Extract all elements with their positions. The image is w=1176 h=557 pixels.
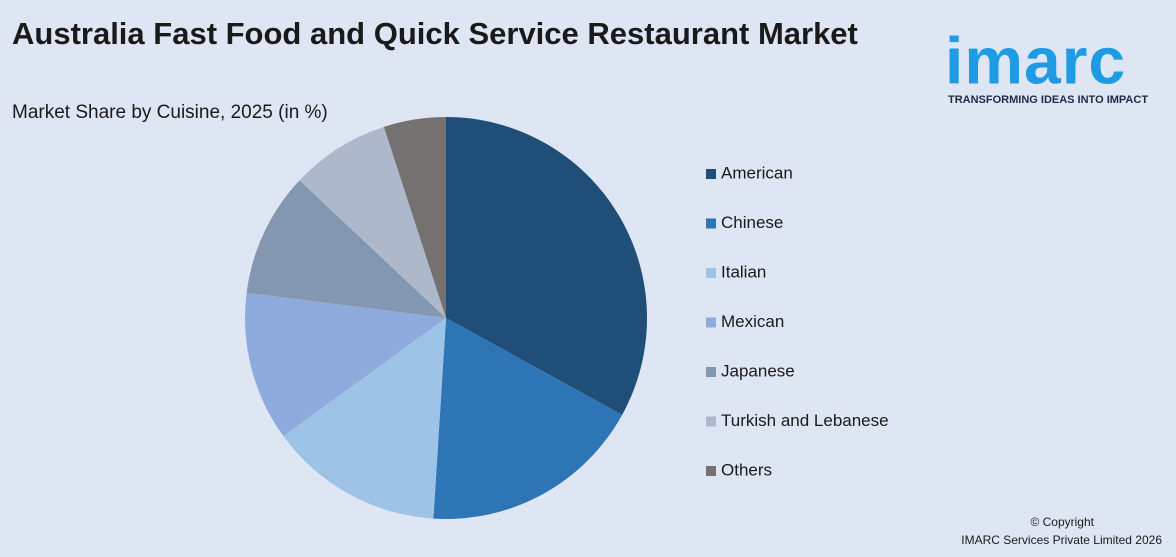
pie-slice <box>383 117 446 318</box>
legend-label: Mexican <box>721 312 784 331</box>
legend-swatch <box>706 169 716 179</box>
company: IMARC Services Private Limited 2026 <box>961 533 1162 547</box>
legend-label: Turkish and Lebanese <box>721 411 889 430</box>
legend-swatch <box>706 317 716 328</box>
pie-slice <box>246 180 446 318</box>
legend-label: American <box>721 163 793 182</box>
legend-label: Japanese <box>721 361 795 380</box>
pie-slice <box>299 126 446 318</box>
pie-slice <box>245 292 446 437</box>
legend-swatch <box>706 367 716 377</box>
pie-slice <box>283 318 446 519</box>
pie-slice <box>446 117 647 415</box>
copyright: © Copyright <box>1030 515 1094 529</box>
legend-swatch <box>706 268 716 278</box>
legend-label: Italian <box>721 262 766 281</box>
legend-label: Chinese <box>721 213 783 232</box>
logo: imarc <box>945 23 1126 97</box>
pie-slice <box>433 318 623 520</box>
legend-swatch <box>706 218 716 229</box>
logo-tagline: TRANSFORMING IDEAS INTO IMPACT <box>948 94 1148 106</box>
legend-swatch <box>706 416 716 427</box>
legend-swatch <box>706 466 716 476</box>
chart-title: Australia Fast Food and Quick Service Re… <box>12 16 858 51</box>
chart-subtitle: Market Share by Cuisine, 2025 (in %) <box>12 102 328 123</box>
legend-label: Others <box>721 460 772 479</box>
